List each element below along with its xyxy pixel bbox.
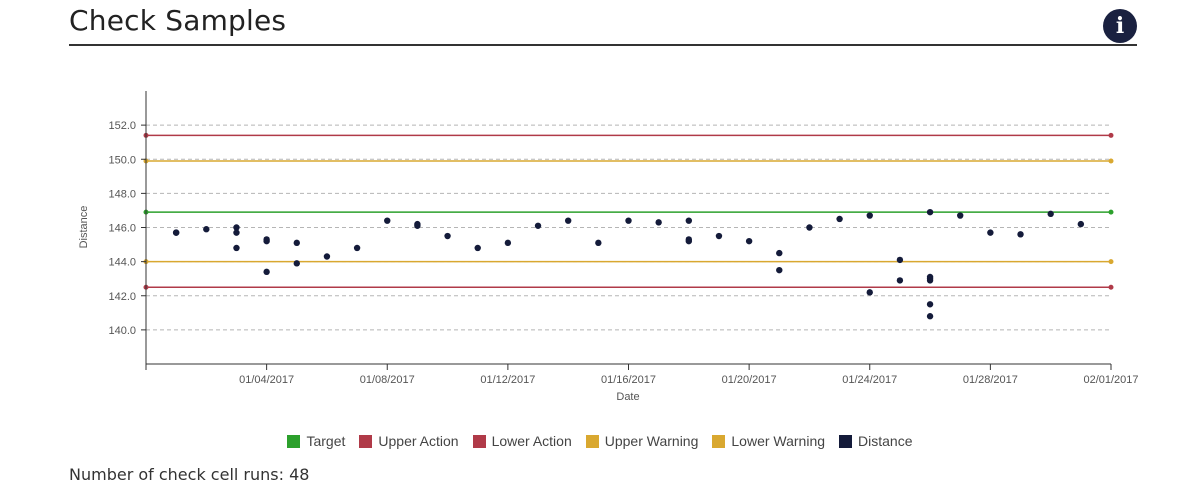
data-point[interactable] [444, 232, 451, 240]
legend-label: Lower Action [491, 433, 572, 449]
data-point[interactable] [263, 237, 270, 245]
data-point[interactable] [987, 229, 994, 236]
legend-item[interactable]: Upper Warning [585, 433, 699, 449]
data-point[interactable] [926, 313, 934, 320]
legend-label: Target [306, 433, 346, 449]
data-point[interactable] [263, 268, 270, 276]
legend-swatch [472, 434, 486, 448]
data-point[interactable] [1077, 220, 1085, 228]
data-point[interactable] [474, 244, 481, 252]
y-tick-label: 148.0 [108, 188, 136, 200]
gridlines [146, 124, 1111, 331]
legend-label: Upper Warning [604, 433, 699, 449]
data-point[interactable] [715, 232, 723, 240]
reference-line-marker [1108, 259, 1114, 265]
axes: 140.0 142.0 144.0 146.0 148.0 150.0 152.0 01/04… [108, 91, 1139, 386]
data-point[interactable] [293, 239, 300, 247]
legend-swatch [585, 434, 599, 448]
data-point[interactable] [776, 249, 783, 257]
data-point[interactable] [534, 222, 542, 229]
title-divider [69, 44, 1137, 46]
legend-label: Distance [858, 433, 913, 449]
data-point[interactable] [172, 229, 180, 236]
legend-swatch [359, 434, 373, 448]
data-point[interactable] [926, 277, 934, 284]
data-point[interactable] [595, 239, 602, 247]
chart-legend: Target Upper Action Lower Action Upper Warn… [0, 433, 1200, 449]
data-point[interactable] [504, 239, 512, 247]
y-tick-label: 142.0 [108, 291, 136, 303]
x-tick-label: 01/28/2017 [963, 374, 1018, 386]
data-point[interactable] [836, 215, 843, 223]
x-tick-label: 02/01/2017 [1083, 374, 1138, 386]
data-point[interactable] [957, 212, 964, 219]
legend-swatch [712, 434, 726, 448]
legend-item[interactable]: Upper Action [359, 433, 459, 449]
x-tick-label: 01/20/2017 [722, 374, 777, 386]
data-point[interactable] [1017, 231, 1024, 238]
legend-item[interactable]: Target [287, 433, 345, 449]
reference-line-marker [1108, 284, 1114, 290]
page-title: Check Samples [69, 4, 287, 37]
reference-line-marker [1108, 132, 1114, 138]
legend-item[interactable]: Distance [839, 433, 913, 449]
y-tick-label: 150.0 [108, 154, 136, 166]
data-point[interactable] [896, 256, 904, 264]
data-point[interactable] [1047, 210, 1054, 218]
x-axis-label: Date [616, 391, 639, 403]
data-point[interactable] [233, 244, 240, 252]
y-tick-label: 146.0 [108, 223, 136, 235]
legend-item[interactable]: Lower Warning [712, 433, 825, 449]
data-point[interactable] [866, 289, 873, 296]
data-point[interactable] [926, 208, 934, 216]
legend-label: Upper Action [378, 433, 459, 449]
reference-line-marker [1108, 209, 1114, 215]
data-point[interactable] [323, 253, 331, 260]
data-point[interactable] [745, 237, 753, 245]
x-tick-label: 01/04/2017 [239, 374, 294, 386]
data-point[interactable] [625, 217, 632, 224]
info-icon[interactable]: i [1103, 9, 1137, 43]
data-point[interactable] [655, 219, 662, 226]
check-runs-count: Number of check cell runs: 48 [69, 465, 310, 484]
data-point[interactable] [776, 266, 783, 274]
check-samples-chart: 140.0 142.0 144.0 146.0 148.0 150.0 152.0 01/04… [78, 91, 1139, 403]
data-point[interactable] [353, 244, 361, 252]
legend-label: Lower Warning [731, 433, 826, 449]
y-tick-label: 140.0 [108, 325, 136, 337]
data-point[interactable] [384, 217, 391, 224]
data-point[interactable] [806, 224, 813, 231]
reference-lines [143, 132, 1114, 290]
data-point[interactable] [233, 229, 240, 236]
legend-swatch [839, 434, 853, 448]
data-point[interactable] [414, 222, 421, 229]
y-axis-label: Distance [78, 206, 90, 249]
legend-swatch [287, 434, 301, 448]
info-glyph: i [1115, 13, 1125, 39]
distance-points [172, 208, 1085, 320]
x-tick-label: 01/12/2017 [480, 374, 535, 386]
x-tick-label: 01/24/2017 [842, 374, 897, 386]
legend-item[interactable]: Lower Action [472, 433, 572, 449]
data-point[interactable] [685, 237, 693, 245]
x-tick-label: 01/08/2017 [360, 374, 415, 386]
x-tick-label: 01/16/2017 [601, 374, 656, 386]
data-point[interactable] [293, 260, 300, 267]
data-point[interactable] [233, 224, 240, 231]
data-point[interactable] [203, 226, 210, 233]
reference-line-marker [1108, 158, 1114, 164]
y-tick-label: 152.0 [108, 120, 136, 132]
data-point[interactable] [866, 212, 873, 219]
data-point[interactable] [564, 217, 572, 224]
data-point[interactable] [685, 217, 693, 224]
y-tick-label: 144.0 [108, 257, 136, 269]
data-point[interactable] [896, 277, 904, 284]
data-point[interactable] [926, 301, 934, 308]
